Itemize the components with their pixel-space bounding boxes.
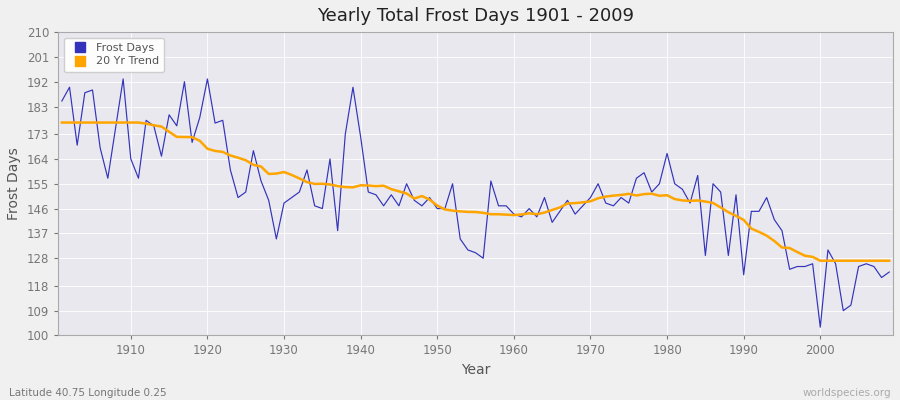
Y-axis label: Frost Days: Frost Days (7, 147, 21, 220)
Text: worldspecies.org: worldspecies.org (803, 388, 891, 398)
Legend: Frost Days, 20 Yr Trend: Frost Days, 20 Yr Trend (64, 38, 165, 72)
Title: Yearly Total Frost Days 1901 - 2009: Yearly Total Frost Days 1901 - 2009 (317, 7, 634, 25)
Text: Latitude 40.75 Longitude 0.25: Latitude 40.75 Longitude 0.25 (9, 388, 166, 398)
X-axis label: Year: Year (461, 363, 491, 377)
